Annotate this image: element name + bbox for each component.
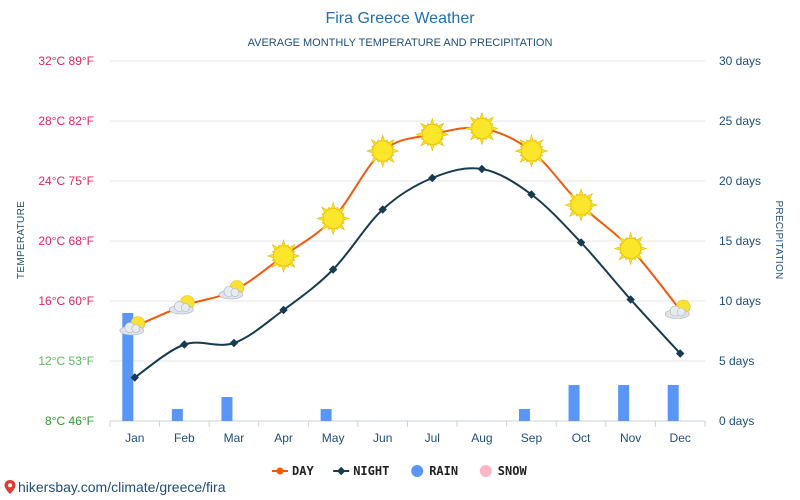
rain-bar — [667, 385, 679, 421]
cloud-puff — [181, 303, 190, 312]
sun-disc — [570, 194, 592, 216]
legend-label: DAY — [292, 464, 314, 478]
chart-title: Fira Greece Weather — [325, 10, 475, 27]
sun-icon — [415, 117, 450, 152]
y-tick-label: 8°C 46°F — [45, 414, 94, 428]
chart-subtitle: AVERAGE MONTHLY TEMPERATURE AND PRECIPIT… — [248, 37, 553, 49]
sun-icon — [365, 134, 400, 168]
cloud-puff — [676, 307, 686, 317]
night-point — [428, 173, 437, 183]
y2-axis-title: PRECIPITATION — [773, 200, 784, 279]
y-tick-label: 24°C 75°F — [38, 174, 94, 188]
rain-bars — [122, 313, 679, 421]
sun-disc — [521, 140, 542, 162]
sun-icon — [564, 188, 599, 222]
cloud-sun-icon — [169, 295, 195, 315]
legend-marker — [411, 465, 424, 477]
night-series-line — [134, 167, 681, 379]
y-tick-label: 28°C 82°F — [38, 114, 94, 128]
rain-bar — [618, 385, 630, 421]
y-tick-label: 12°C 53°F — [38, 354, 94, 368]
sun-disc — [421, 124, 443, 145]
night-point — [378, 205, 387, 214]
cloud-puff — [230, 288, 240, 297]
legend-marker — [336, 466, 346, 476]
y2-axis-ticks: 0 days 5 days 10 days 15 days 20 days 25 days… — [719, 54, 761, 428]
grid-lines — [109, 60, 706, 427]
rain-bar — [518, 409, 530, 421]
legend-item-night: NIGHT — [333, 464, 389, 478]
legend-item-day: DAY — [272, 464, 314, 478]
x-axis-ticks: Jan Feb Mar Apr May Jun Jul Aug Sep Oct Nov Dec — [125, 431, 691, 445]
source-link[interactable]: hikersbay.com/climate/greece/fira — [18, 479, 226, 495]
y2-tick-label: 10 days — [719, 294, 761, 308]
night-point — [328, 265, 338, 274]
x-tick-label: Jan — [125, 431, 144, 445]
rain-bar — [320, 409, 332, 421]
x-tick-label: Apr — [274, 431, 293, 445]
x-tick-label: Aug — [471, 431, 492, 445]
weather-icons — [119, 111, 691, 336]
rain-bar — [568, 385, 580, 421]
y-tick-label: 16°C 60°F — [38, 294, 94, 308]
sun-disc — [471, 118, 493, 139]
legend-marker — [276, 467, 284, 475]
x-tick-label: Mar — [224, 431, 245, 445]
sun-icon — [266, 239, 301, 273]
x-tick-label: Dec — [670, 431, 691, 445]
sun-disc — [273, 245, 294, 267]
night-point — [477, 164, 487, 174]
rain-bar — [221, 397, 233, 421]
x-tick-label: Sep — [521, 431, 543, 445]
x-tick-label: Jun — [373, 431, 392, 445]
y2-tick-label: 0 days — [719, 414, 754, 428]
legend-marker — [479, 465, 492, 477]
sun-disc — [322, 208, 344, 229]
y-axis-ticks: 8°C 46°F 12°C 53°F 16°C 60°F 20°C 68°F 24°C … — [38, 54, 94, 428]
sun-icon — [316, 201, 351, 236]
x-tick-label: May — [322, 431, 345, 445]
y2-tick-label: 5 days — [719, 354, 754, 368]
sun-icon — [464, 111, 499, 146]
legend-item-rain: RAIN — [411, 464, 458, 478]
rain-bar — [171, 409, 183, 421]
source-footer[interactable]: hikersbay.com/climate/greece/fira — [4, 479, 225, 495]
legend-label: NIGHT — [353, 464, 389, 478]
rain-bar — [122, 313, 134, 421]
cloud-sun-icon — [119, 316, 146, 336]
night-point — [279, 305, 288, 315]
y-tick-label: 32°C 89°F — [38, 54, 94, 68]
sun-icon — [613, 231, 648, 266]
day-series-line — [134, 126, 681, 328]
x-tick-label: Feb — [174, 431, 195, 445]
x-tick-label: Nov — [620, 431, 641, 445]
y2-tick-label: 30 days — [719, 54, 761, 68]
x-tick-label: Jul — [425, 431, 440, 445]
sun-icon — [514, 134, 549, 168]
legend-label: SNOW — [498, 464, 528, 478]
legend-label: RAIN — [429, 464, 458, 478]
night-point — [130, 373, 140, 382]
x-tick-label: Oct — [572, 431, 591, 445]
y-axis-title: TEMPERATURE — [16, 201, 27, 279]
sun-disc — [372, 140, 394, 162]
y-tick-label: 20°C 68°F — [38, 234, 94, 248]
y2-tick-label: 15 days — [719, 234, 761, 248]
location-pin-icon — [4, 480, 16, 494]
sun-disc — [620, 238, 642, 259]
legend-item-snow: SNOW — [479, 464, 528, 478]
cloud-sun-icon — [664, 299, 691, 319]
night-point — [229, 338, 239, 348]
temperature-lines — [130, 126, 685, 382]
y2-tick-label: 25 days — [719, 114, 761, 128]
night-point — [675, 349, 685, 358]
cloud-sun-icon — [218, 280, 245, 300]
legend: DAY NIGHT RAIN SNOW — [272, 464, 527, 478]
y2-tick-label: 20 days — [719, 174, 761, 188]
cloud-puff — [131, 324, 141, 333]
night-point — [626, 295, 635, 304]
night-point — [180, 340, 189, 349]
